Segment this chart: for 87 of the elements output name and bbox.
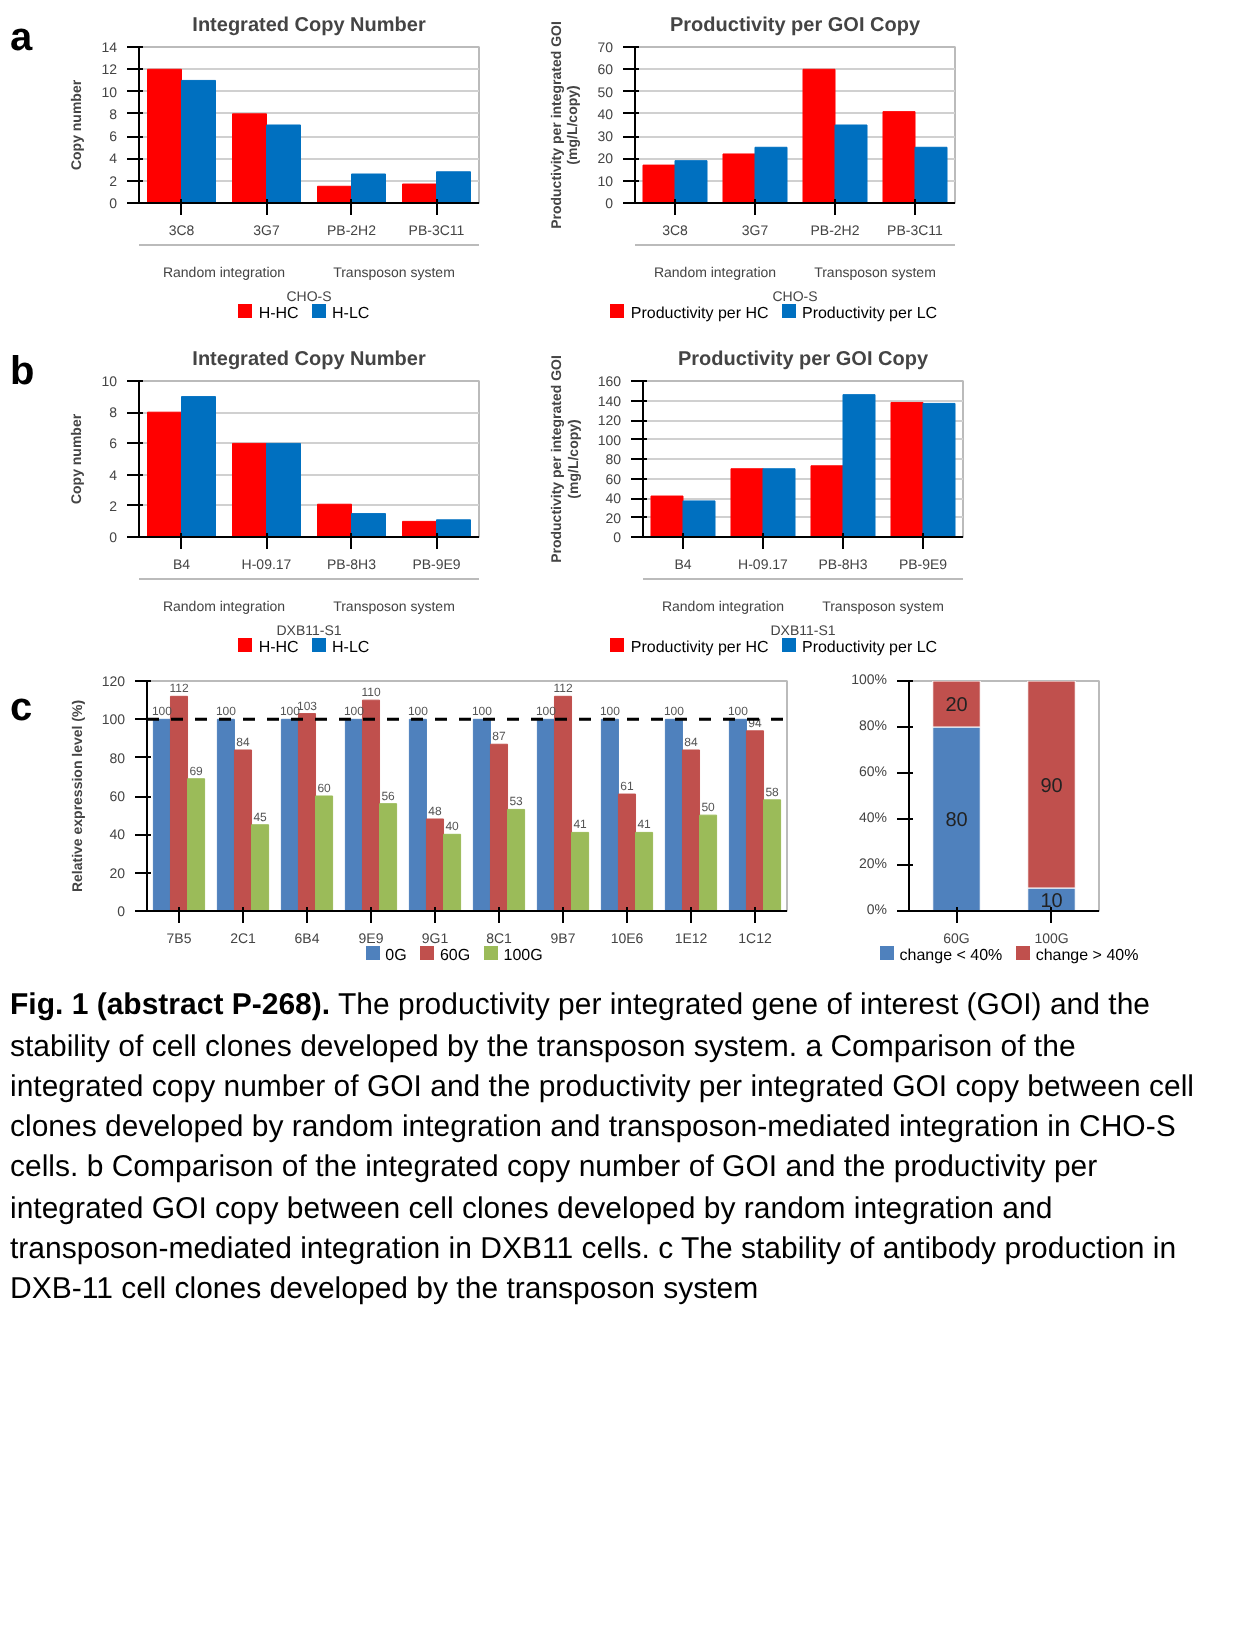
legend-label: Productivity per LC — [801, 638, 938, 657]
bar — [745, 730, 765, 911]
bar — [317, 504, 352, 538]
text: b — [10, 350, 35, 395]
chart-title: Integrated Copy Number — [192, 349, 426, 372]
bar — [882, 111, 916, 203]
bar — [681, 749, 701, 911]
bar — [571, 831, 590, 911]
bar — [682, 501, 716, 538]
bar — [351, 513, 386, 538]
legend-label: 100G — [503, 945, 543, 964]
text: c — [10, 685, 33, 730]
legend-label: 0G — [385, 945, 407, 964]
legend-label: H-HC — [258, 304, 299, 322]
bar — [147, 68, 182, 203]
bar — [834, 124, 868, 203]
legend-label: change < 40% — [899, 945, 1003, 964]
bar — [802, 68, 836, 203]
bar — [674, 160, 708, 203]
bar — [600, 718, 619, 911]
bar — [722, 153, 756, 203]
legend-label: Productivity per HC — [630, 304, 769, 322]
bar — [436, 520, 471, 538]
bar — [402, 521, 437, 538]
bar — [922, 403, 956, 538]
bar — [489, 743, 509, 911]
bar — [251, 823, 270, 911]
bar — [425, 818, 445, 911]
bar — [169, 695, 189, 911]
bar — [181, 79, 216, 203]
bar — [181, 396, 216, 538]
data-label: 10 — [1040, 890, 1064, 913]
bar — [553, 695, 573, 911]
chart-title: Integrated Copy Number — [192, 15, 426, 37]
bar — [266, 443, 301, 538]
bar — [351, 173, 386, 203]
bar — [914, 146, 948, 203]
legend-label: H-HC — [258, 638, 299, 657]
legend-label: Productivity per HC — [630, 638, 769, 657]
bar — [361, 699, 381, 911]
bar — [617, 793, 637, 911]
bar — [317, 185, 352, 203]
bar — [728, 718, 747, 911]
bar — [536, 718, 555, 911]
bar — [507, 808, 526, 911]
caption: Fig. 1 (abstract P-268). — [10, 988, 331, 1023]
bar — [699, 814, 718, 911]
chart-title: Productivity per GOI Copy — [669, 15, 921, 37]
bar — [187, 777, 206, 911]
bar — [315, 795, 334, 911]
data-label: 20 — [945, 694, 969, 717]
bar — [730, 469, 764, 538]
bar — [650, 496, 684, 538]
chart-title: Productivity per GOI Copy — [677, 349, 929, 372]
bar — [280, 718, 299, 911]
bar — [232, 113, 267, 203]
bar — [890, 402, 924, 538]
bar — [642, 164, 676, 203]
bar — [810, 466, 844, 538]
bar — [232, 443, 267, 538]
legend-label: H-LC — [332, 304, 370, 322]
bar — [297, 712, 317, 911]
bar — [664, 718, 683, 911]
data-label: 90 — [1040, 775, 1064, 798]
bar — [635, 831, 654, 911]
bar — [152, 718, 171, 911]
bar — [266, 124, 301, 203]
bar — [402, 183, 437, 203]
bar — [233, 749, 253, 911]
bar — [754, 146, 788, 203]
bar — [472, 718, 491, 911]
bar — [408, 718, 427, 911]
bar — [443, 833, 462, 911]
bar — [436, 171, 471, 203]
bar — [762, 469, 796, 538]
bar — [147, 412, 182, 538]
legend-label: H-LC — [332, 638, 370, 657]
legend-label: change > 40% — [1035, 945, 1139, 964]
legend-label: 60G — [439, 945, 471, 964]
bar — [379, 802, 398, 911]
bar — [763, 799, 782, 911]
bar — [842, 394, 876, 538]
bar — [216, 718, 235, 911]
bar — [344, 718, 363, 911]
text: a — [10, 16, 33, 60]
legend-label: Productivity per LC — [801, 304, 938, 322]
data-label: 80 — [945, 809, 969, 832]
